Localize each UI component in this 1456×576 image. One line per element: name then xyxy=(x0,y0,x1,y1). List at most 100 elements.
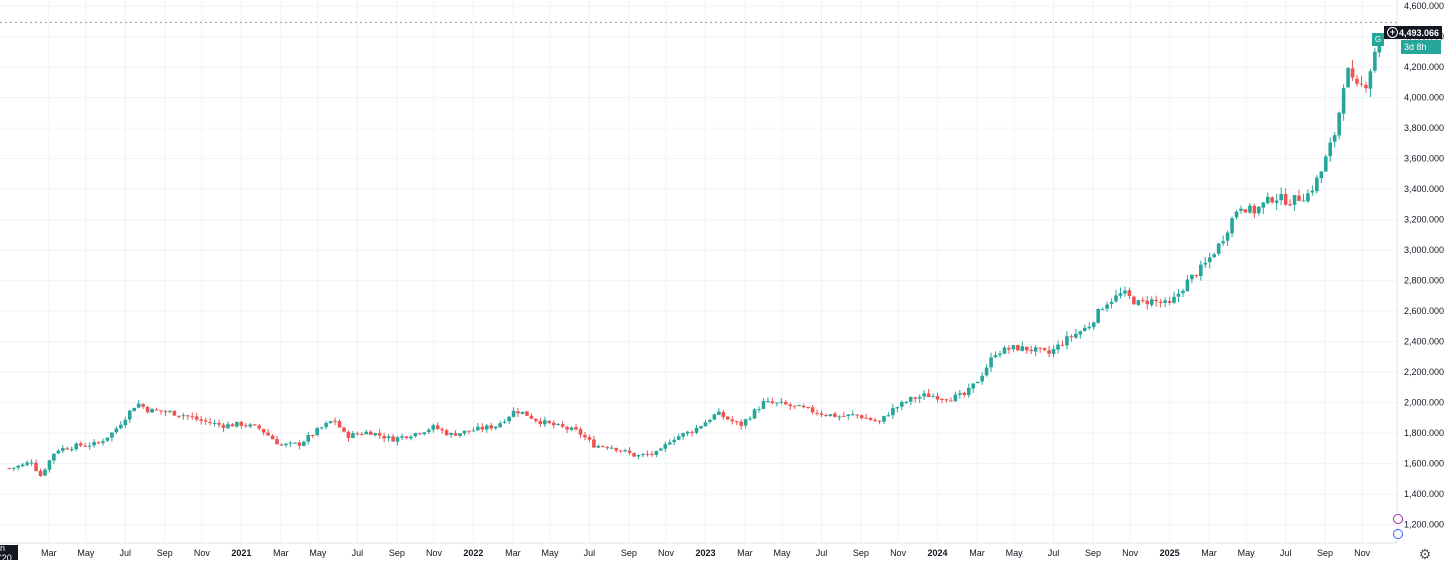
candle xyxy=(743,418,748,429)
candle xyxy=(1350,60,1355,82)
candle xyxy=(328,420,333,424)
candle xyxy=(525,411,529,416)
last-price-value: 4,493.066 xyxy=(1398,27,1439,38)
candle xyxy=(92,439,96,448)
candle xyxy=(132,407,137,412)
price-tick-label: 1,400.000 xyxy=(1404,489,1444,499)
candle xyxy=(449,432,453,438)
candle xyxy=(810,405,815,415)
time-tick-label: Mar xyxy=(41,548,57,558)
candle xyxy=(556,423,560,426)
candle xyxy=(252,424,257,426)
time-tick-label: Jul xyxy=(1048,548,1060,558)
candle xyxy=(288,441,293,447)
event-markers[interactable] xyxy=(1392,512,1404,542)
event-marker-icon[interactable] xyxy=(1393,514,1403,524)
candle xyxy=(904,400,909,405)
event-marker-icon[interactable] xyxy=(1393,529,1403,539)
price-tick-label: 3,400.000 xyxy=(1404,184,1444,194)
candle xyxy=(578,427,583,438)
candle xyxy=(1306,189,1310,204)
candle xyxy=(163,409,168,416)
candle xyxy=(739,419,743,430)
candle xyxy=(717,408,721,416)
candle xyxy=(819,410,824,418)
candle xyxy=(324,420,328,430)
crosshair-plus-icon[interactable]: + xyxy=(1387,27,1398,38)
candle xyxy=(493,426,498,431)
candle xyxy=(900,400,904,411)
candle xyxy=(975,381,980,384)
candle xyxy=(922,389,926,400)
candle xyxy=(681,432,685,440)
gear-icon[interactable]: ⚙ xyxy=(1418,545,1432,562)
candle xyxy=(828,414,833,417)
candle xyxy=(25,460,29,467)
candle xyxy=(413,432,418,438)
candle xyxy=(850,410,855,416)
candle xyxy=(159,410,163,415)
candle xyxy=(7,467,12,470)
candle xyxy=(34,459,38,472)
candle xyxy=(453,430,458,437)
candle xyxy=(360,431,364,436)
candle xyxy=(712,413,717,421)
candle xyxy=(1078,330,1083,339)
candle xyxy=(1328,137,1333,162)
time-axis-start-label: n '20 xyxy=(0,543,18,563)
candle xyxy=(194,412,199,422)
candle xyxy=(1038,347,1042,353)
price-tick-label: 2,200.000 xyxy=(1404,367,1444,377)
candle xyxy=(779,398,784,405)
last-price-badge[interactable]: + 4,493.066 xyxy=(1384,26,1442,39)
candle xyxy=(734,420,739,426)
candle xyxy=(199,416,203,425)
candle xyxy=(177,415,181,419)
candle xyxy=(855,414,859,419)
price-tick-label: 2,600.000 xyxy=(1404,306,1444,316)
candle xyxy=(761,398,766,410)
candle xyxy=(1292,194,1297,211)
candle xyxy=(266,428,270,436)
candle xyxy=(1297,189,1301,202)
candle xyxy=(1203,256,1208,269)
candle xyxy=(632,452,636,458)
candle xyxy=(1065,331,1069,350)
candle xyxy=(538,417,543,427)
candle xyxy=(1069,334,1074,342)
candle xyxy=(627,447,632,455)
candle xyxy=(971,383,976,393)
candle xyxy=(551,420,556,429)
candle xyxy=(1020,341,1025,352)
candle xyxy=(1341,84,1346,121)
time-tick-label: 2023 xyxy=(695,548,715,558)
candle xyxy=(917,394,922,403)
candle xyxy=(489,422,494,431)
candle xyxy=(699,425,703,430)
time-axis[interactable]: Mar May Jul Sep Nov 2021 Mar May Jul Sep Nov 2022 Ma… xyxy=(41,548,1371,558)
price-axis[interactable]: 1,200.000 1,400.000 1,600.000 1,800.000 2,00… xyxy=(1404,1,1444,530)
candle xyxy=(833,411,837,418)
price-tick-label: 1,800.000 xyxy=(1404,428,1444,438)
grid-lines xyxy=(0,0,1397,543)
candle xyxy=(150,408,154,413)
candle xyxy=(217,419,221,428)
candle xyxy=(377,429,382,439)
candle xyxy=(382,432,386,443)
candle xyxy=(83,442,87,447)
candle xyxy=(1158,299,1163,308)
candle xyxy=(953,391,958,403)
candle xyxy=(244,422,248,428)
price-tick-label: 1,600.000 xyxy=(1404,459,1444,469)
candle xyxy=(275,435,279,445)
candle xyxy=(52,453,56,464)
candle xyxy=(1337,111,1341,140)
candle xyxy=(792,405,797,410)
candle xyxy=(38,468,43,477)
candle xyxy=(1355,74,1359,87)
time-tick-label: Sep xyxy=(389,548,405,558)
candle xyxy=(96,441,101,445)
candle xyxy=(962,391,967,398)
